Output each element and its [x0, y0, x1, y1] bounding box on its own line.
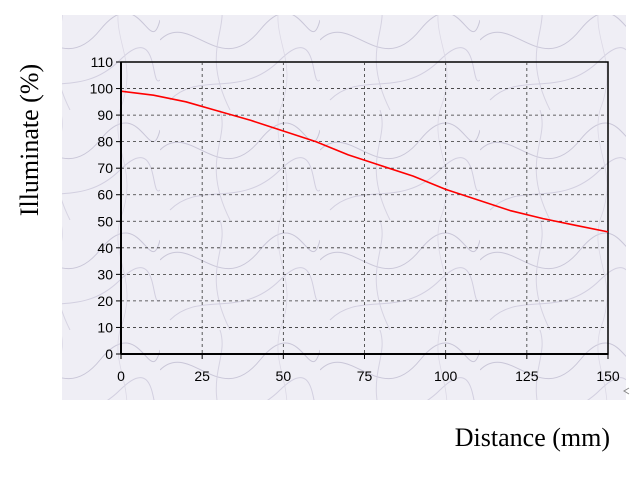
x-tick-label: 0	[117, 368, 125, 384]
y-tick-label: 30	[97, 266, 113, 282]
x-axis-label: Distance (mm)	[455, 423, 610, 452]
x-tick-label: 150	[596, 368, 620, 384]
y-tick-label: 10	[97, 319, 113, 335]
x-tick-label: 75	[357, 368, 373, 384]
series-line	[120, 90, 609, 233]
x-tick-label: 25	[194, 368, 210, 384]
scroll-marker-icon	[623, 387, 630, 395]
y-tick-label: 90	[97, 107, 113, 123]
gridlines	[121, 62, 608, 354]
chart-background	[62, 15, 626, 400]
y-tick-label: 60	[97, 187, 113, 203]
y-tick-label: 70	[97, 160, 113, 176]
x-tick-label: 100	[434, 368, 458, 384]
x-axis-ticks: 0 25 50 75 100 125 150	[117, 354, 620, 384]
y-tick-label: 110	[91, 54, 114, 70]
y-tick-label: 40	[97, 240, 113, 256]
y-tick-label: 50	[97, 213, 113, 229]
y-axis-label: Illuminate (%)	[15, 64, 44, 216]
y-tick-label: 80	[97, 134, 113, 150]
x-tick-label: 125	[515, 368, 539, 384]
series-group	[120, 90, 609, 233]
x-tick-label: 50	[276, 368, 292, 384]
y-tick-label: 20	[97, 293, 113, 309]
y-tick-label: 0	[105, 346, 113, 362]
y-tick-label: 100	[90, 81, 114, 97]
